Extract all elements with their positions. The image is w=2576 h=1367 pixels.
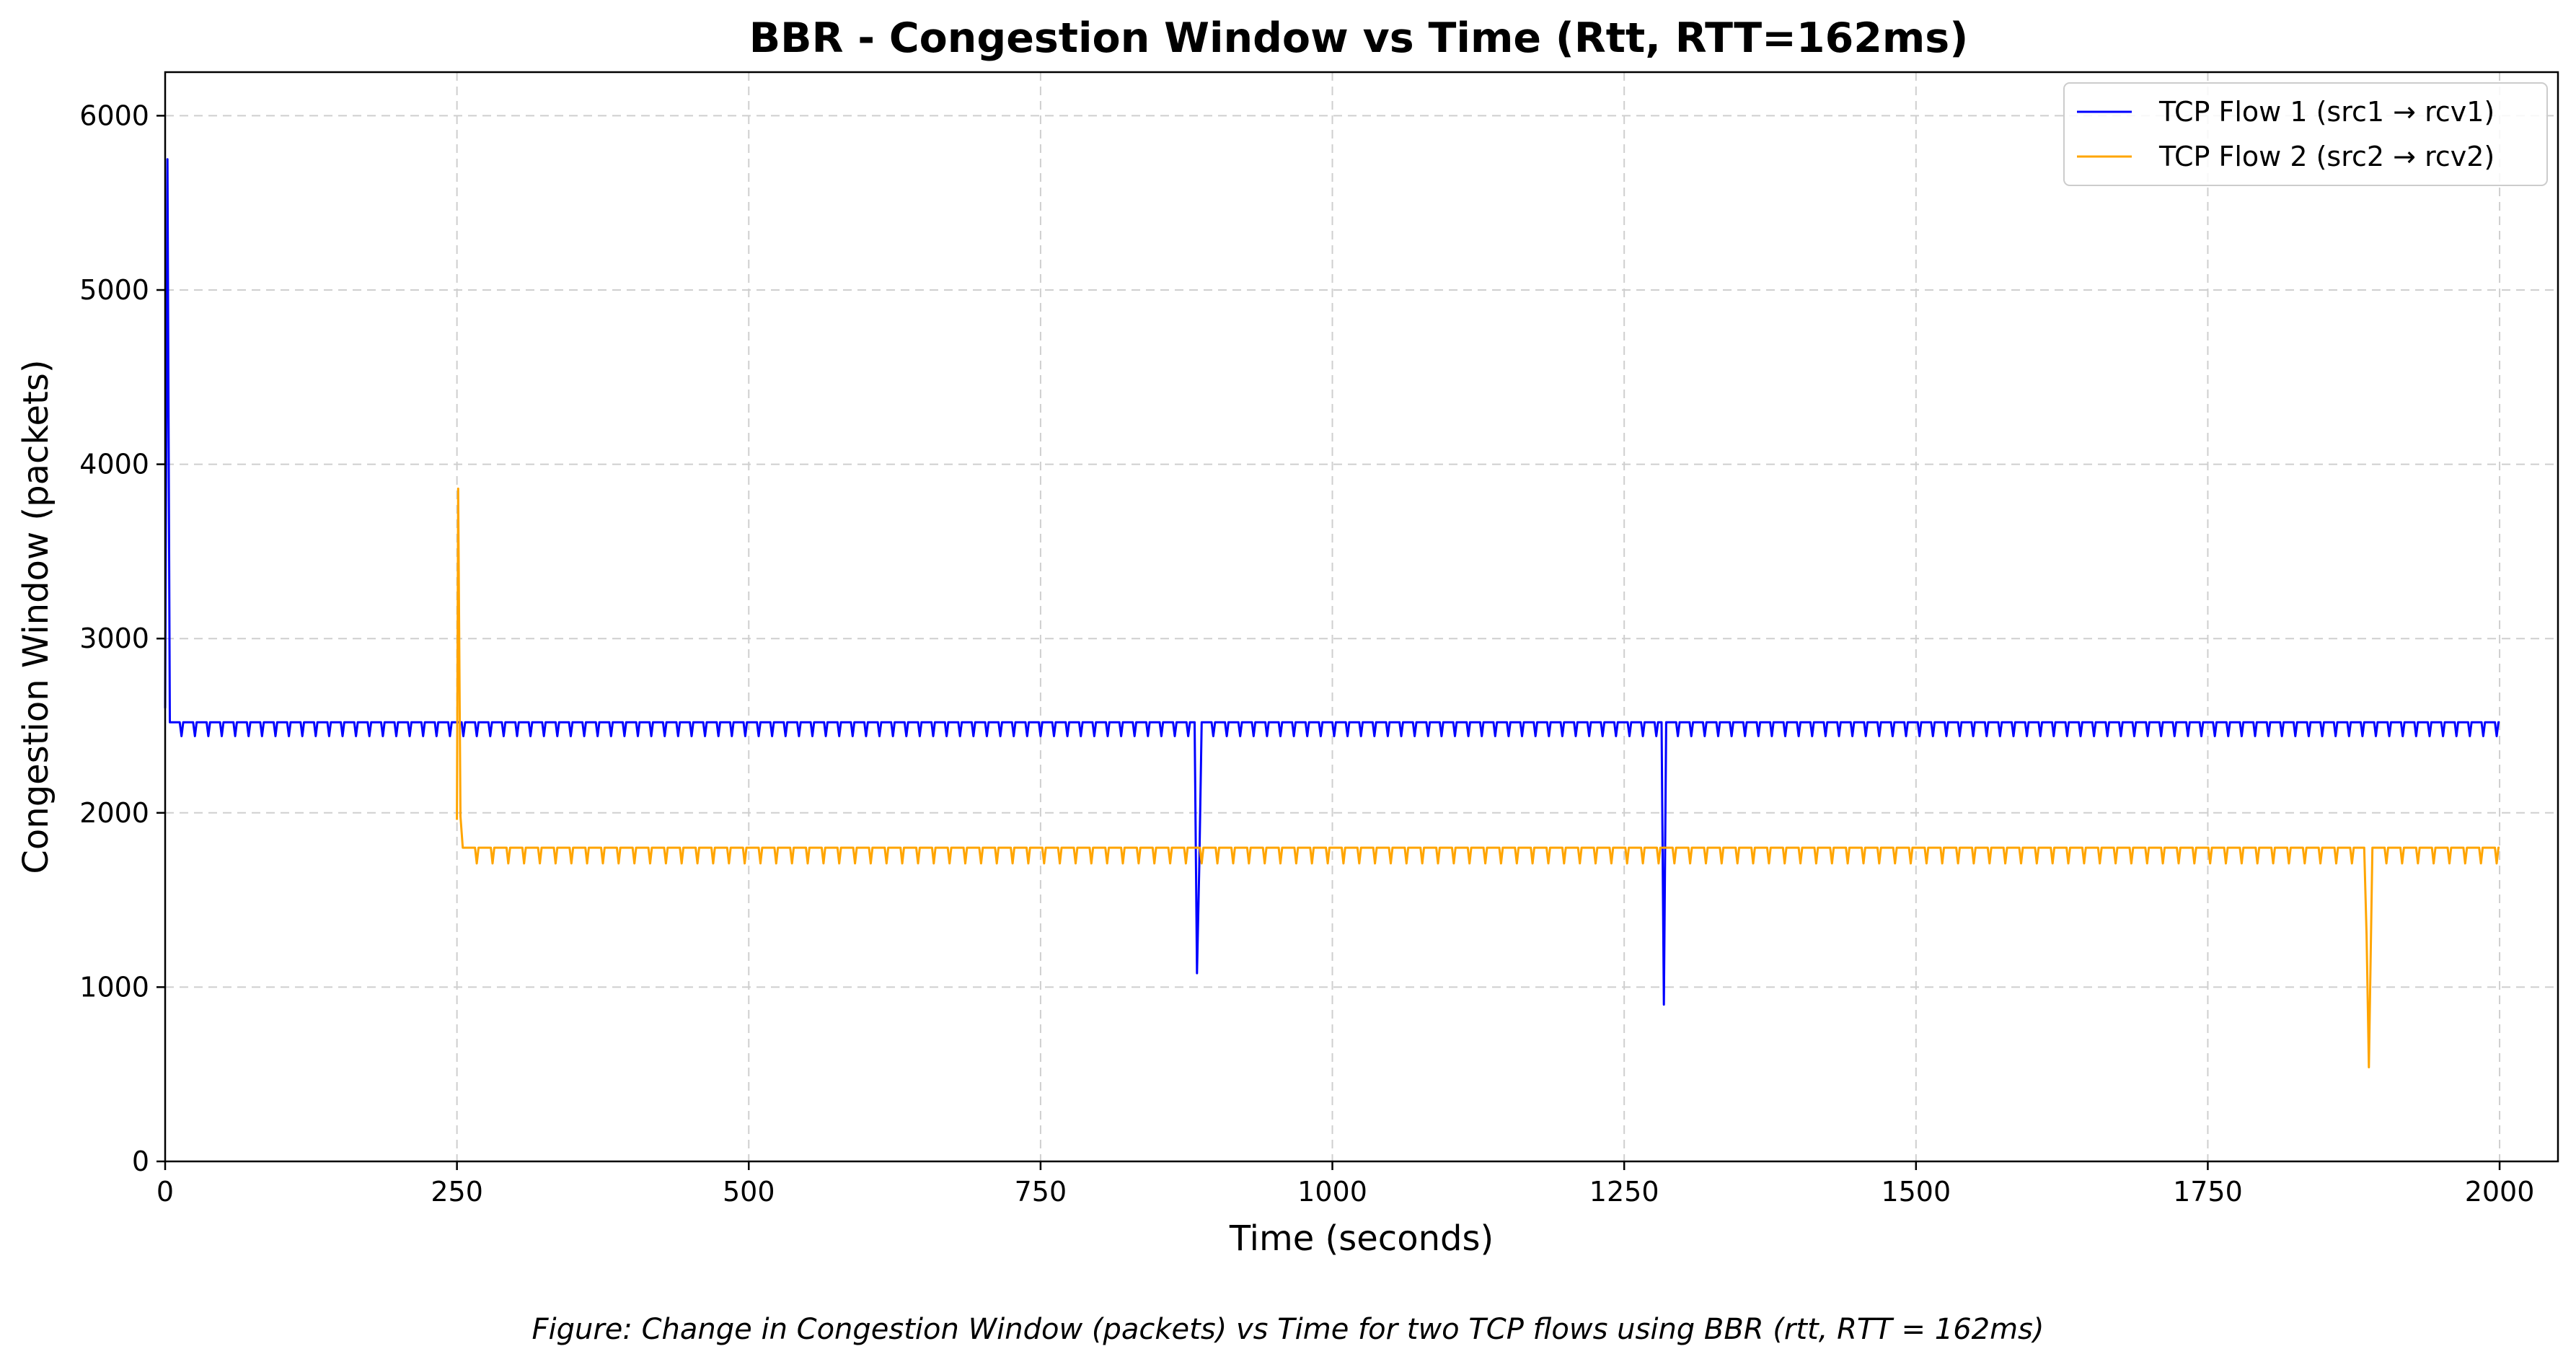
chart-title: BBR - Congestion Window vs Time (Rtt, RT… (749, 14, 1969, 62)
y-tick-label: 1000 (79, 971, 149, 1003)
x-tick-label: 1500 (1881, 1176, 1951, 1208)
y-axis-label: Congestion Window (packets) (16, 359, 56, 874)
legend-label-flow-1: TCP Flow 1 (src1 → rcv1) (2158, 96, 2495, 128)
figure-caption: Figure: Change in Congestion Window (pac… (531, 1313, 2044, 1346)
x-tick-label: 1000 (1297, 1176, 1367, 1208)
series-layer (164, 158, 2500, 1068)
axis-ticks: 0 250 500 750 1000 1250 1500 1750 2000 0 1000 2000 3… (79, 100, 2534, 1208)
series-line-flow-1 (164, 158, 2500, 1006)
series-line-flow-2 (456, 487, 2500, 1068)
plot-frame (164, 71, 2559, 1163)
x-tick-label: 500 (723, 1176, 775, 1208)
y-tick-label: 5000 (79, 274, 149, 306)
x-tick-label: 250 (431, 1176, 483, 1208)
y-tick-label: 6000 (79, 100, 149, 131)
y-tick-label: 0 (132, 1146, 149, 1177)
x-tick-label: 750 (1015, 1176, 1067, 1208)
y-tick-label: 4000 (79, 449, 149, 480)
y-tick-label: 3000 (79, 623, 149, 654)
x-tick-label: 1250 (1589, 1176, 1659, 1208)
x-tick-label: 0 (156, 1176, 174, 1208)
y-tick-label: 2000 (79, 797, 149, 829)
x-tick-label: 1750 (2173, 1176, 2243, 1208)
legend-label-flow-2: TCP Flow 2 (src2 → rcv2) (2158, 141, 2495, 172)
x-tick-label: 2000 (2465, 1176, 2535, 1208)
legend: TCP Flow 1 (src1 → rcv1) TCP Flow 2 (src… (2063, 82, 2548, 186)
legend-box (2063, 82, 2548, 186)
x-axis-label: Time (seconds) (1229, 1218, 1494, 1259)
